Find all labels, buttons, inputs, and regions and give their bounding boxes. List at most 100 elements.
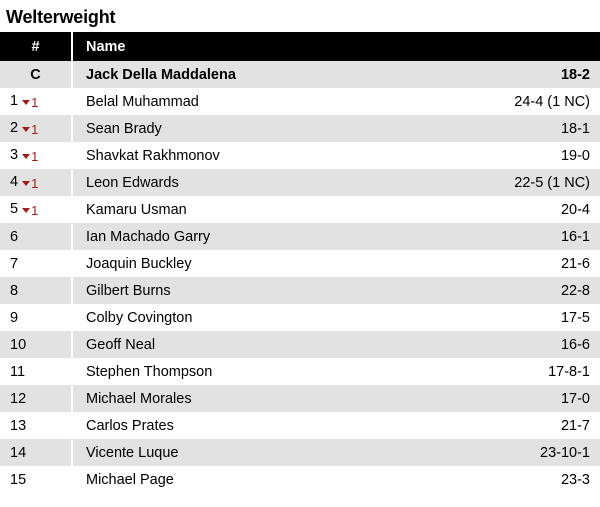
fighter-name[interactable]: Stephen Thompson [86,363,213,380]
rank-cell: 14 [0,439,73,466]
fighter-name[interactable]: Leon Edwards [86,174,179,191]
name-cell: Ian Machado Garry 16-1 [72,223,600,250]
fighter-record: 17-0 [560,390,590,407]
table-row[interactable]: 7 Joaquin Buckley 21-6 [0,250,600,277]
rank-value: 15 [10,471,27,488]
fighter-record: 16-6 [560,336,590,353]
fighter-record: 23-10-1 [540,444,590,461]
table-row[interactable]: C Jack Della Maddalena 18-2 [0,61,600,88]
rank-value: 3 [10,147,19,163]
fighter-name[interactable]: Michael Morales [86,390,192,407]
fighter-name[interactable]: Gilbert Burns [86,282,171,299]
column-header-rank: # [0,32,73,61]
rank-value: 5 [10,201,19,217]
table-row[interactable]: 14 Vicente Luque 23-10-1 [0,439,600,466]
name-cell: Joaquin Buckley 21-6 [72,250,600,277]
table-row[interactable]: 1 1 Belal Muhammad 24-4 (1 NC) [0,88,600,115]
rank-change-amount: 1 [31,95,39,110]
name-record-wrapper: Jack Della Maddalena 18-2 [86,67,590,83]
name-record-wrapper: Geoff Neal 16-6 [86,337,590,353]
rank-change: 1 [22,149,38,164]
name-record-wrapper: Colby Covington 17-5 [86,310,590,326]
name-record-wrapper: Vicente Luque 23-10-1 [86,445,590,461]
page-title: Welterweight [6,7,116,27]
table-row[interactable]: 15 Michael Page 23-3 [0,466,600,493]
table-row[interactable]: 10 Geoff Neal 16-6 [0,331,600,358]
rank-cell: 13 [0,412,73,439]
table-body: C Jack Della Maddalena 18-2 1 1 Belal Muhamma… [0,61,600,493]
fighter-name[interactable]: Kamaru Usman [86,201,187,218]
name-cell: Jack Della Maddalena 18-2 [72,61,600,88]
rank-change-amount: 1 [31,203,39,218]
fighter-record: 19-0 [560,147,590,164]
arrow-down-icon [22,154,31,159]
rank-value: 1 [10,93,19,109]
name-record-wrapper: Joaquin Buckley 21-6 [86,256,590,272]
name-record-wrapper: Michael Page 23-3 [86,472,590,488]
arrow-down-icon [22,181,31,186]
fighter-name[interactable]: Joaquin Buckley [86,255,192,272]
name-cell: Leon Edwards 22-5 (1 NC) [72,169,600,196]
fighter-name[interactable]: Sean Brady [86,120,162,137]
table-row[interactable]: 11 Stephen Thompson 17-8-1 [0,358,600,385]
table-header: # Name [0,32,600,61]
rank-cell: 8 [0,277,73,304]
name-record-wrapper: Shavkat Rakhmonov 19-0 [86,148,590,164]
rank-value: 14 [10,444,27,461]
table-row[interactable]: 13 Carlos Prates 21-7 [0,412,600,439]
name-record-wrapper: Carlos Prates 21-7 [86,418,590,434]
table-row[interactable]: 2 1 Sean Brady 18-1 [0,115,600,142]
rank-change: 1 [22,95,38,110]
fighter-record: 21-7 [560,417,590,434]
name-cell: Vicente Luque 23-10-1 [72,439,600,466]
fighter-record: 16-1 [560,228,590,245]
fighter-name[interactable]: Ian Machado Garry [86,228,211,245]
rank-value: 10 [10,336,27,353]
arrow-down-icon [22,127,31,132]
rank-cell: 6 [0,223,73,250]
rank-value: 9 [10,309,19,326]
rank-value: 7 [10,255,19,272]
fighter-name[interactable]: Shavkat Rakhmonov [86,147,220,164]
table-row[interactable]: 5 1 Kamaru Usman 20-4 [0,196,600,223]
fighter-record: 18-1 [560,120,590,137]
column-header-name: Name [72,32,600,61]
table-row[interactable]: 4 1 Leon Edwards 22-5 (1 NC) [0,169,600,196]
table-row[interactable]: 3 1 Shavkat Rakhmonov 19-0 [0,142,600,169]
name-cell: Gilbert Burns 22-8 [72,277,600,304]
fighter-name[interactable]: Vicente Luque [86,444,179,461]
fighter-name[interactable]: Geoff Neal [86,336,156,353]
fighter-record: 24-4 (1 NC) [514,93,590,110]
fighter-name[interactable]: Jack Della Maddalena [86,66,236,83]
rank-cell: 12 [0,385,73,412]
table-row[interactable]: 8 Gilbert Burns 22-8 [0,277,600,304]
rank-change-amount: 1 [31,176,39,191]
table-row[interactable]: 6 Ian Machado Garry 16-1 [0,223,600,250]
arrow-down-icon [22,208,31,213]
rank-value: 2 [10,120,19,136]
name-record-wrapper: Stephen Thompson 17-8-1 [86,364,590,380]
rank-value: 11 [10,363,26,380]
rank-change-amount: 1 [31,149,39,164]
name-record-wrapper: Leon Edwards 22-5 (1 NC) [86,175,590,191]
name-cell: Stephen Thompson 17-8-1 [72,358,600,385]
table-row[interactable]: 12 Michael Morales 17-0 [0,385,600,412]
fighter-record: 22-5 (1 NC) [514,174,590,191]
name-cell: Michael Page 23-3 [72,466,600,493]
fighter-name[interactable]: Colby Covington [86,309,193,326]
rank-cell: 15 [0,466,73,493]
name-record-wrapper: Gilbert Burns 22-8 [86,283,590,299]
fighter-name[interactable]: Michael Page [86,471,174,488]
name-record-wrapper: Michael Morales 17-0 [86,391,590,407]
rankings-table: # Name C Jack Della Maddalena 18-2 1 1 Belal … [0,32,600,493]
fighter-name[interactable]: Carlos Prates [86,417,174,434]
rank-value: C [30,66,41,83]
rank-value: 8 [10,282,19,299]
fighter-name[interactable]: Belal Muhammad [86,93,199,110]
fighter-record: 21-6 [560,255,590,272]
name-cell: Colby Covington 17-5 [72,304,600,331]
table-row[interactable]: 9 Colby Covington 17-5 [0,304,600,331]
